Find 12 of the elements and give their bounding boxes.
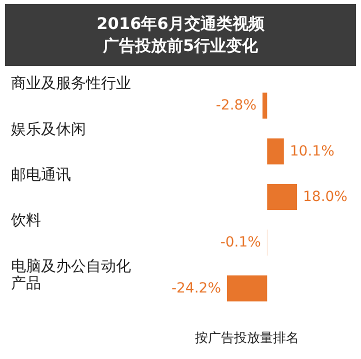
data-label: -2.8% bbox=[216, 98, 256, 114]
chart-title: 2016年6月交通类视频广告投放前5行业变化 bbox=[96, 14, 266, 55]
data-label: 18.0% bbox=[303, 189, 348, 205]
data-label: -24.2% bbox=[171, 280, 221, 296]
data-label: 10.1% bbox=[290, 143, 334, 160]
y-tick-label: 商业及服务性行业 bbox=[11, 74, 131, 92]
y-tick-label: 电脑及办公自动化产品 bbox=[11, 256, 131, 292]
y-tick-label: 娱乐及休闲 bbox=[11, 120, 86, 138]
text: 按广告投放量排名 bbox=[195, 331, 299, 346]
y-tick-label: 饮料 bbox=[10, 211, 41, 230]
data-label: -0.1% bbox=[220, 234, 261, 251]
y-tick-label: 邮电通讯 bbox=[11, 165, 71, 184]
